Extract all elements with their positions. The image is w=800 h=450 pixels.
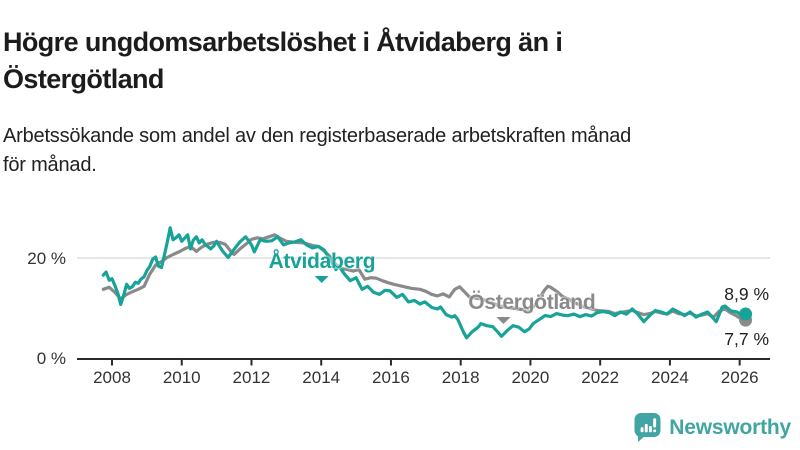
- page-title-line-2: Östergötland: [3, 64, 164, 95]
- x-axis-label-2018: 2018: [441, 368, 480, 387]
- newsworthy-logo: Newsworthy: [633, 412, 791, 443]
- chart-subtitle-line-2: för månad.: [3, 154, 97, 176]
- newsworthy-logo-icon: [634, 413, 661, 442]
- series-label-atvidaberg: Åtvidaberg: [268, 250, 376, 284]
- series-line-0: [101, 226, 748, 340]
- x-axis-label-2014: 2014: [302, 368, 341, 387]
- y-axis-label-0: 0 %: [36, 349, 66, 368]
- end-value-label-ostergotland: 7,7 %: [724, 329, 769, 349]
- series-line-1: [101, 233, 748, 322]
- series-label-caret-icon: [314, 276, 329, 284]
- series-label-atvidaberg-text: Åtvidaberg: [268, 250, 376, 274]
- page-title: Högre ungdomsarbetslöshet i Åtvidaberg ä…: [3, 24, 563, 98]
- x-axis-label-2022: 2022: [581, 368, 620, 387]
- page-title-line-1: Högre ungdomsarbetslöshet i Åtvidaberg ä…: [3, 27, 563, 58]
- x-axis-label-2010: 2010: [162, 368, 201, 387]
- y-axis-label-20: 20 %: [27, 249, 66, 268]
- x-axis-label-2024: 2024: [650, 368, 689, 387]
- x-axis-label-2020: 2020: [511, 368, 550, 387]
- x-axis-label-2012: 2012: [232, 368, 271, 387]
- x-axis-label-2026: 2026: [720, 368, 759, 387]
- end-value-label-atvidaberg: 8,9 %: [724, 284, 769, 304]
- chart-subtitle: Arbetssökande som andel av den registerb…: [3, 122, 631, 180]
- series-label-ostergotland: Östergötland: [468, 290, 596, 324]
- series-label-caret-icon: [496, 316, 511, 324]
- x-axis-label-2008: 2008: [93, 368, 131, 387]
- series-label-ostergotland-text: Östergötland: [468, 290, 596, 314]
- x-axis-label-2016: 2016: [372, 368, 410, 387]
- chart-subtitle-line-1: Arbetssökande som andel av den registerb…: [3, 125, 632, 147]
- series-end-dot-0: [739, 307, 753, 321]
- newsworthy-wordmark: Newsworthy: [669, 415, 791, 439]
